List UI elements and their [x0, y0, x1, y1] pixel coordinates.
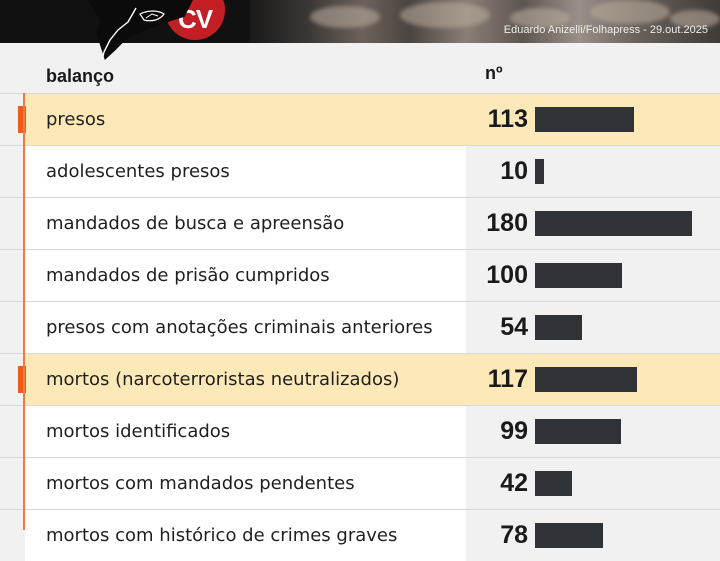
value-bar: [535, 159, 544, 184]
row-label: mandados de busca e apreensão: [46, 213, 345, 234]
table-row: adolescentes presos 10: [0, 145, 720, 197]
highlight-marker: [18, 366, 26, 393]
row-value: 117: [487, 365, 528, 393]
row-label: mortos com mandados pendentes: [46, 473, 355, 494]
row-value: 113: [487, 105, 528, 133]
row-label: presos com anotações criminais anteriore…: [46, 317, 433, 338]
table-row: presos com anotações criminais anteriore…: [0, 301, 720, 353]
row-value: 78: [500, 521, 528, 549]
table-row: mortos (narcoterroristas neutralizados) 1…: [0, 353, 720, 405]
table-row: mandados de busca e apreensão 180: [0, 197, 720, 249]
label-cell: [25, 354, 466, 405]
table-header-row: balanço nº: [0, 43, 720, 93]
label-cell: [25, 198, 466, 249]
column-header-numero: nº: [485, 63, 503, 83]
news-photo: [250, 0, 720, 43]
label-cell: [25, 250, 466, 301]
value-bar: [535, 419, 621, 444]
table-body: presos 113 adolescentes presos 10 mandados d…: [0, 93, 720, 561]
label-cell: [25, 146, 466, 197]
table-row: mandados de prisão cumpridos 100: [0, 249, 720, 301]
row-value: 42: [500, 469, 528, 497]
table-row: mortos com mandados pendentes 42: [0, 457, 720, 509]
row-value: 54: [500, 313, 528, 341]
timeline-line: [23, 93, 25, 530]
table-row: mortos com histórico de crimes graves 78: [0, 509, 720, 561]
value-bar: [535, 211, 692, 236]
value-bar: [535, 107, 634, 132]
label-cell: [25, 94, 466, 145]
label-cell: [25, 458, 466, 509]
table-row: mortos identificados 99: [0, 405, 720, 457]
row-label: mortos com histórico de crimes graves: [46, 525, 398, 546]
photo-credit: Eduardo Anizelli/Folhapress - 29.out.202…: [503, 24, 708, 36]
row-label: adolescentes presos: [46, 161, 230, 182]
value-bar: [535, 523, 603, 548]
balance-table: balanço nº presos 113 adolescentes presos 1…: [0, 43, 720, 561]
header-photo-banner: CV Eduardo Anizelli/Folhapress - 29.out.…: [0, 0, 720, 43]
column-header-balanco: balanço: [46, 66, 115, 86]
highlight-marker: [18, 106, 26, 133]
map-outline-icon: [101, 7, 165, 61]
value-bar: [535, 315, 582, 340]
value-bar: [535, 263, 622, 288]
row-label: mandados de prisão cumpridos: [46, 265, 330, 286]
label-cell: [25, 302, 466, 353]
row-value: 180: [486, 209, 528, 237]
row-value: 10: [500, 157, 528, 185]
row-label: mortos identificados: [46, 421, 231, 442]
row-label: presos: [46, 109, 106, 130]
value-bar: [535, 471, 572, 496]
row-value: 99: [500, 417, 528, 445]
row-value: 100: [486, 261, 528, 289]
value-bar: [535, 367, 637, 392]
table-row: presos 113: [0, 93, 720, 145]
row-label: mortos (narcoterroristas neutralizados): [46, 369, 400, 390]
label-cell: [25, 406, 466, 457]
